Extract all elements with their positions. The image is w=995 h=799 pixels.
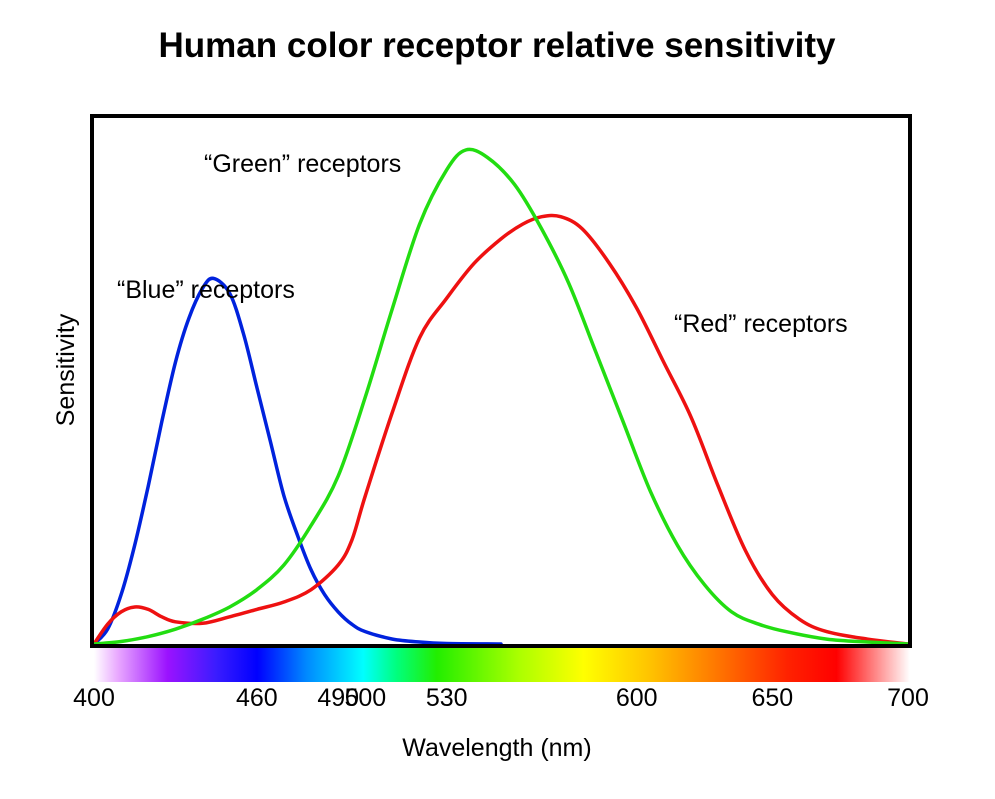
series-curves xyxy=(92,147,910,646)
x-tick-label: 700 xyxy=(887,684,929,712)
spectrum-bar xyxy=(94,648,910,682)
annotation-red-receptors: “Red” receptors xyxy=(674,310,848,338)
x-tick-label: 490 xyxy=(317,684,359,712)
x-tick-label: 600 xyxy=(616,684,658,712)
chart-title: Human color receptor relative sensitivit… xyxy=(159,26,836,65)
x-tick-label: 650 xyxy=(751,684,793,712)
blue-receptor-curve xyxy=(92,276,503,646)
plot-frame xyxy=(90,114,912,648)
x-axis-label: Wavelength (nm) xyxy=(402,734,591,762)
green-receptor-curve xyxy=(92,147,910,646)
annotation-blue-receptors: “Blue” receptors xyxy=(117,276,295,304)
x-tick-label: 460 xyxy=(236,684,278,712)
red-receptor-curve xyxy=(92,213,910,646)
annotation-green-receptors: “Green” receptors xyxy=(204,150,401,178)
x-tick-label: 400 xyxy=(73,684,115,712)
y-axis-label: Sensitivity xyxy=(52,313,80,426)
x-tick-label: 530 xyxy=(426,684,468,712)
x-tick-label: 500 xyxy=(344,684,386,712)
